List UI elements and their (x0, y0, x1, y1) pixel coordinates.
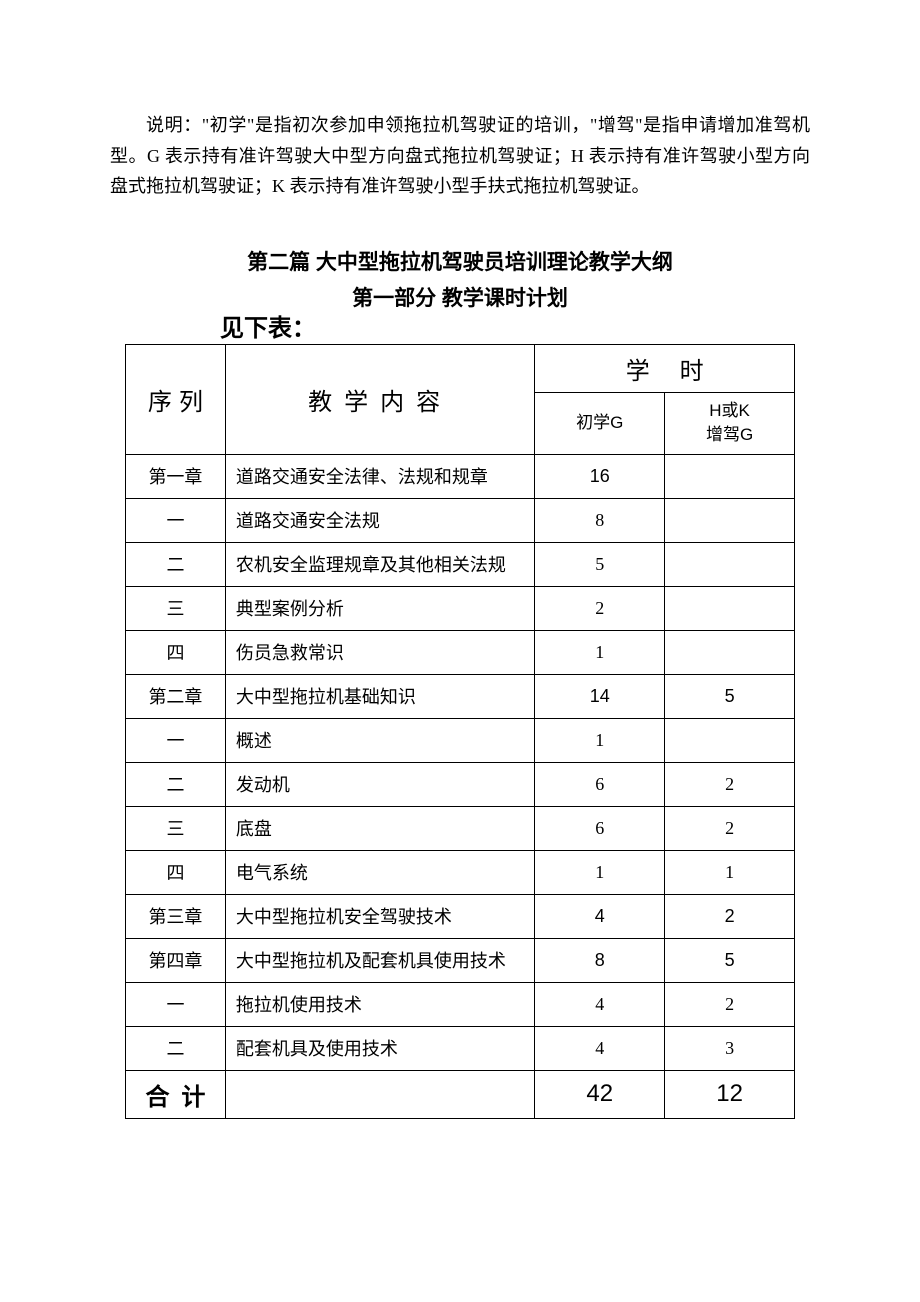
table-row: 第二章大中型拖拉机基础知识145 (126, 674, 795, 718)
row-hours-1: 16 (535, 454, 665, 498)
row-hours-1: 1 (535, 630, 665, 674)
table-row: 第一章道路交通安全法律、法规和规章16 (126, 454, 795, 498)
section-title: 第二篇 大中型拖拉机驾驶员培训理论教学大纲 (110, 246, 810, 276)
explanation-text: 说明："初学"是指初次参加申领拖拉机驾驶证的培训，"增驾"是指申请增加准驾机型。… (110, 110, 810, 202)
row-content: 农机安全监理规章及其他相关法规 (225, 542, 534, 586)
row-hours-2: 2 (665, 982, 795, 1026)
row-hours-1: 1 (535, 718, 665, 762)
header-sub-1: 初学G (535, 392, 665, 454)
row-hours-2: 3 (665, 1026, 795, 1070)
row-hours-1: 8 (535, 938, 665, 982)
hours-table: 序列 教学内容 学 时 初学G H或K 增驾G 第一章道路交通安全法律、法规和规… (125, 344, 795, 1119)
row-content: 道路交通安全法规 (225, 498, 534, 542)
row-hours-2 (665, 454, 795, 498)
table-row: 二配套机具及使用技术43 (126, 1026, 795, 1070)
table-row: 二农机安全监理规章及其他相关法规5 (126, 542, 795, 586)
sum-hours-1: 42 (535, 1070, 665, 1118)
row-hours-1: 4 (535, 894, 665, 938)
row-hours-1: 6 (535, 806, 665, 850)
row-hours-2 (665, 498, 795, 542)
row-seq: 第二章 (126, 674, 226, 718)
row-hours-2 (665, 586, 795, 630)
table-row: 一拖拉机使用技术42 (126, 982, 795, 1026)
row-seq: 四 (126, 850, 226, 894)
table-row: 一概述1 (126, 718, 795, 762)
table-row: 第四章大中型拖拉机及配套机具使用技术85 (126, 938, 795, 982)
row-seq: 二 (126, 542, 226, 586)
row-hours-1: 6 (535, 762, 665, 806)
row-hours-1: 14 (535, 674, 665, 718)
header-content: 教学内容 (225, 344, 534, 454)
row-content: 大中型拖拉机基础知识 (225, 674, 534, 718)
row-seq: 二 (126, 762, 226, 806)
table-row: 四伤员急救常识1 (126, 630, 795, 674)
header-sub-2-line2: 增驾G (706, 425, 753, 444)
row-seq: 三 (126, 806, 226, 850)
row-hours-2: 2 (665, 806, 795, 850)
row-hours-1: 5 (535, 542, 665, 586)
table-row: 二发动机62 (126, 762, 795, 806)
row-seq: 第三章 (126, 894, 226, 938)
sum-empty (225, 1070, 534, 1118)
row-hours-1: 4 (535, 1026, 665, 1070)
row-content: 伤员急救常识 (225, 630, 534, 674)
row-seq: 一 (126, 718, 226, 762)
row-hours-2: 1 (665, 850, 795, 894)
row-hours-1: 2 (535, 586, 665, 630)
row-hours-2: 5 (665, 674, 795, 718)
table-row: 第三章大中型拖拉机安全驾驶技术42 (126, 894, 795, 938)
table-row: 一道路交通安全法规8 (126, 498, 795, 542)
row-hours-2: 2 (665, 762, 795, 806)
row-content: 典型案例分析 (225, 586, 534, 630)
row-hours-2: 2 (665, 894, 795, 938)
row-hours-2 (665, 718, 795, 762)
row-content: 概述 (225, 718, 534, 762)
row-content: 拖拉机使用技术 (225, 982, 534, 1026)
row-seq: 一 (126, 982, 226, 1026)
row-content: 道路交通安全法律、法规和规章 (225, 454, 534, 498)
row-seq: 三 (126, 586, 226, 630)
row-content: 发动机 (225, 762, 534, 806)
row-hours-2: 5 (665, 938, 795, 982)
row-seq: 四 (126, 630, 226, 674)
table-row: 四电气系统11 (126, 850, 795, 894)
row-content: 配套机具及使用技术 (225, 1026, 534, 1070)
row-content: 大中型拖拉机及配套机具使用技术 (225, 938, 534, 982)
row-content: 底盘 (225, 806, 534, 850)
see-below-label: 见下表： (220, 315, 810, 344)
header-sub-2-line1: H或K (709, 401, 750, 420)
row-seq: 一 (126, 498, 226, 542)
row-seq: 第四章 (126, 938, 226, 982)
header-sequence: 序列 (126, 344, 226, 454)
sum-hours-2: 12 (665, 1070, 795, 1118)
row-hours-1: 8 (535, 498, 665, 542)
row-hours-1: 4 (535, 982, 665, 1026)
sum-label: 合计 (126, 1070, 226, 1118)
row-seq: 二 (126, 1026, 226, 1070)
row-content: 大中型拖拉机安全驾驶技术 (225, 894, 534, 938)
header-sub-2: H或K 增驾G (665, 392, 795, 454)
row-hours-2 (665, 630, 795, 674)
table-row: 三底盘62 (126, 806, 795, 850)
row-seq: 第一章 (126, 454, 226, 498)
row-content: 电气系统 (225, 850, 534, 894)
table-sum-row: 合计 42 12 (126, 1070, 795, 1118)
header-hours: 学 时 (535, 344, 795, 392)
table-row: 三典型案例分析2 (126, 586, 795, 630)
row-hours-1: 1 (535, 850, 665, 894)
subsection-title: 第一部分 教学课时计划 (110, 282, 810, 312)
table-header-row-1: 序列 教学内容 学 时 (126, 344, 795, 392)
row-hours-2 (665, 542, 795, 586)
